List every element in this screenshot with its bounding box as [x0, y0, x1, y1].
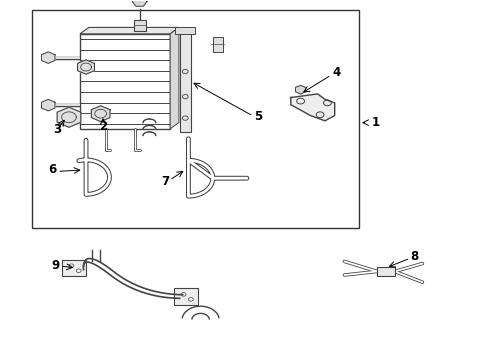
Text: 1: 1 [370, 116, 379, 129]
FancyBboxPatch shape [173, 288, 198, 305]
Polygon shape [295, 85, 305, 94]
Text: 5: 5 [254, 110, 262, 123]
Polygon shape [78, 60, 94, 74]
Bar [180, 30, 190, 132]
Polygon shape [41, 52, 55, 63]
FancyBboxPatch shape [61, 260, 86, 276]
Bar [80, 34, 170, 129]
Polygon shape [91, 106, 110, 122]
Polygon shape [80, 27, 179, 34]
Text: 3: 3 [53, 122, 61, 136]
Polygon shape [175, 27, 195, 34]
Polygon shape [134, 19, 145, 31]
Polygon shape [41, 99, 55, 111]
Polygon shape [290, 94, 334, 121]
Text: 4: 4 [331, 66, 340, 79]
Bar [376, 267, 394, 276]
Bar [32, 10, 358, 228]
Polygon shape [212, 37, 222, 51]
Polygon shape [57, 107, 81, 127]
Text: 7: 7 [161, 175, 168, 188]
Polygon shape [132, 0, 147, 6]
Text: 8: 8 [409, 249, 418, 262]
Text: 2: 2 [99, 120, 107, 133]
Text: 9: 9 [51, 259, 59, 272]
Text: 6: 6 [48, 163, 57, 176]
Polygon shape [170, 27, 179, 129]
